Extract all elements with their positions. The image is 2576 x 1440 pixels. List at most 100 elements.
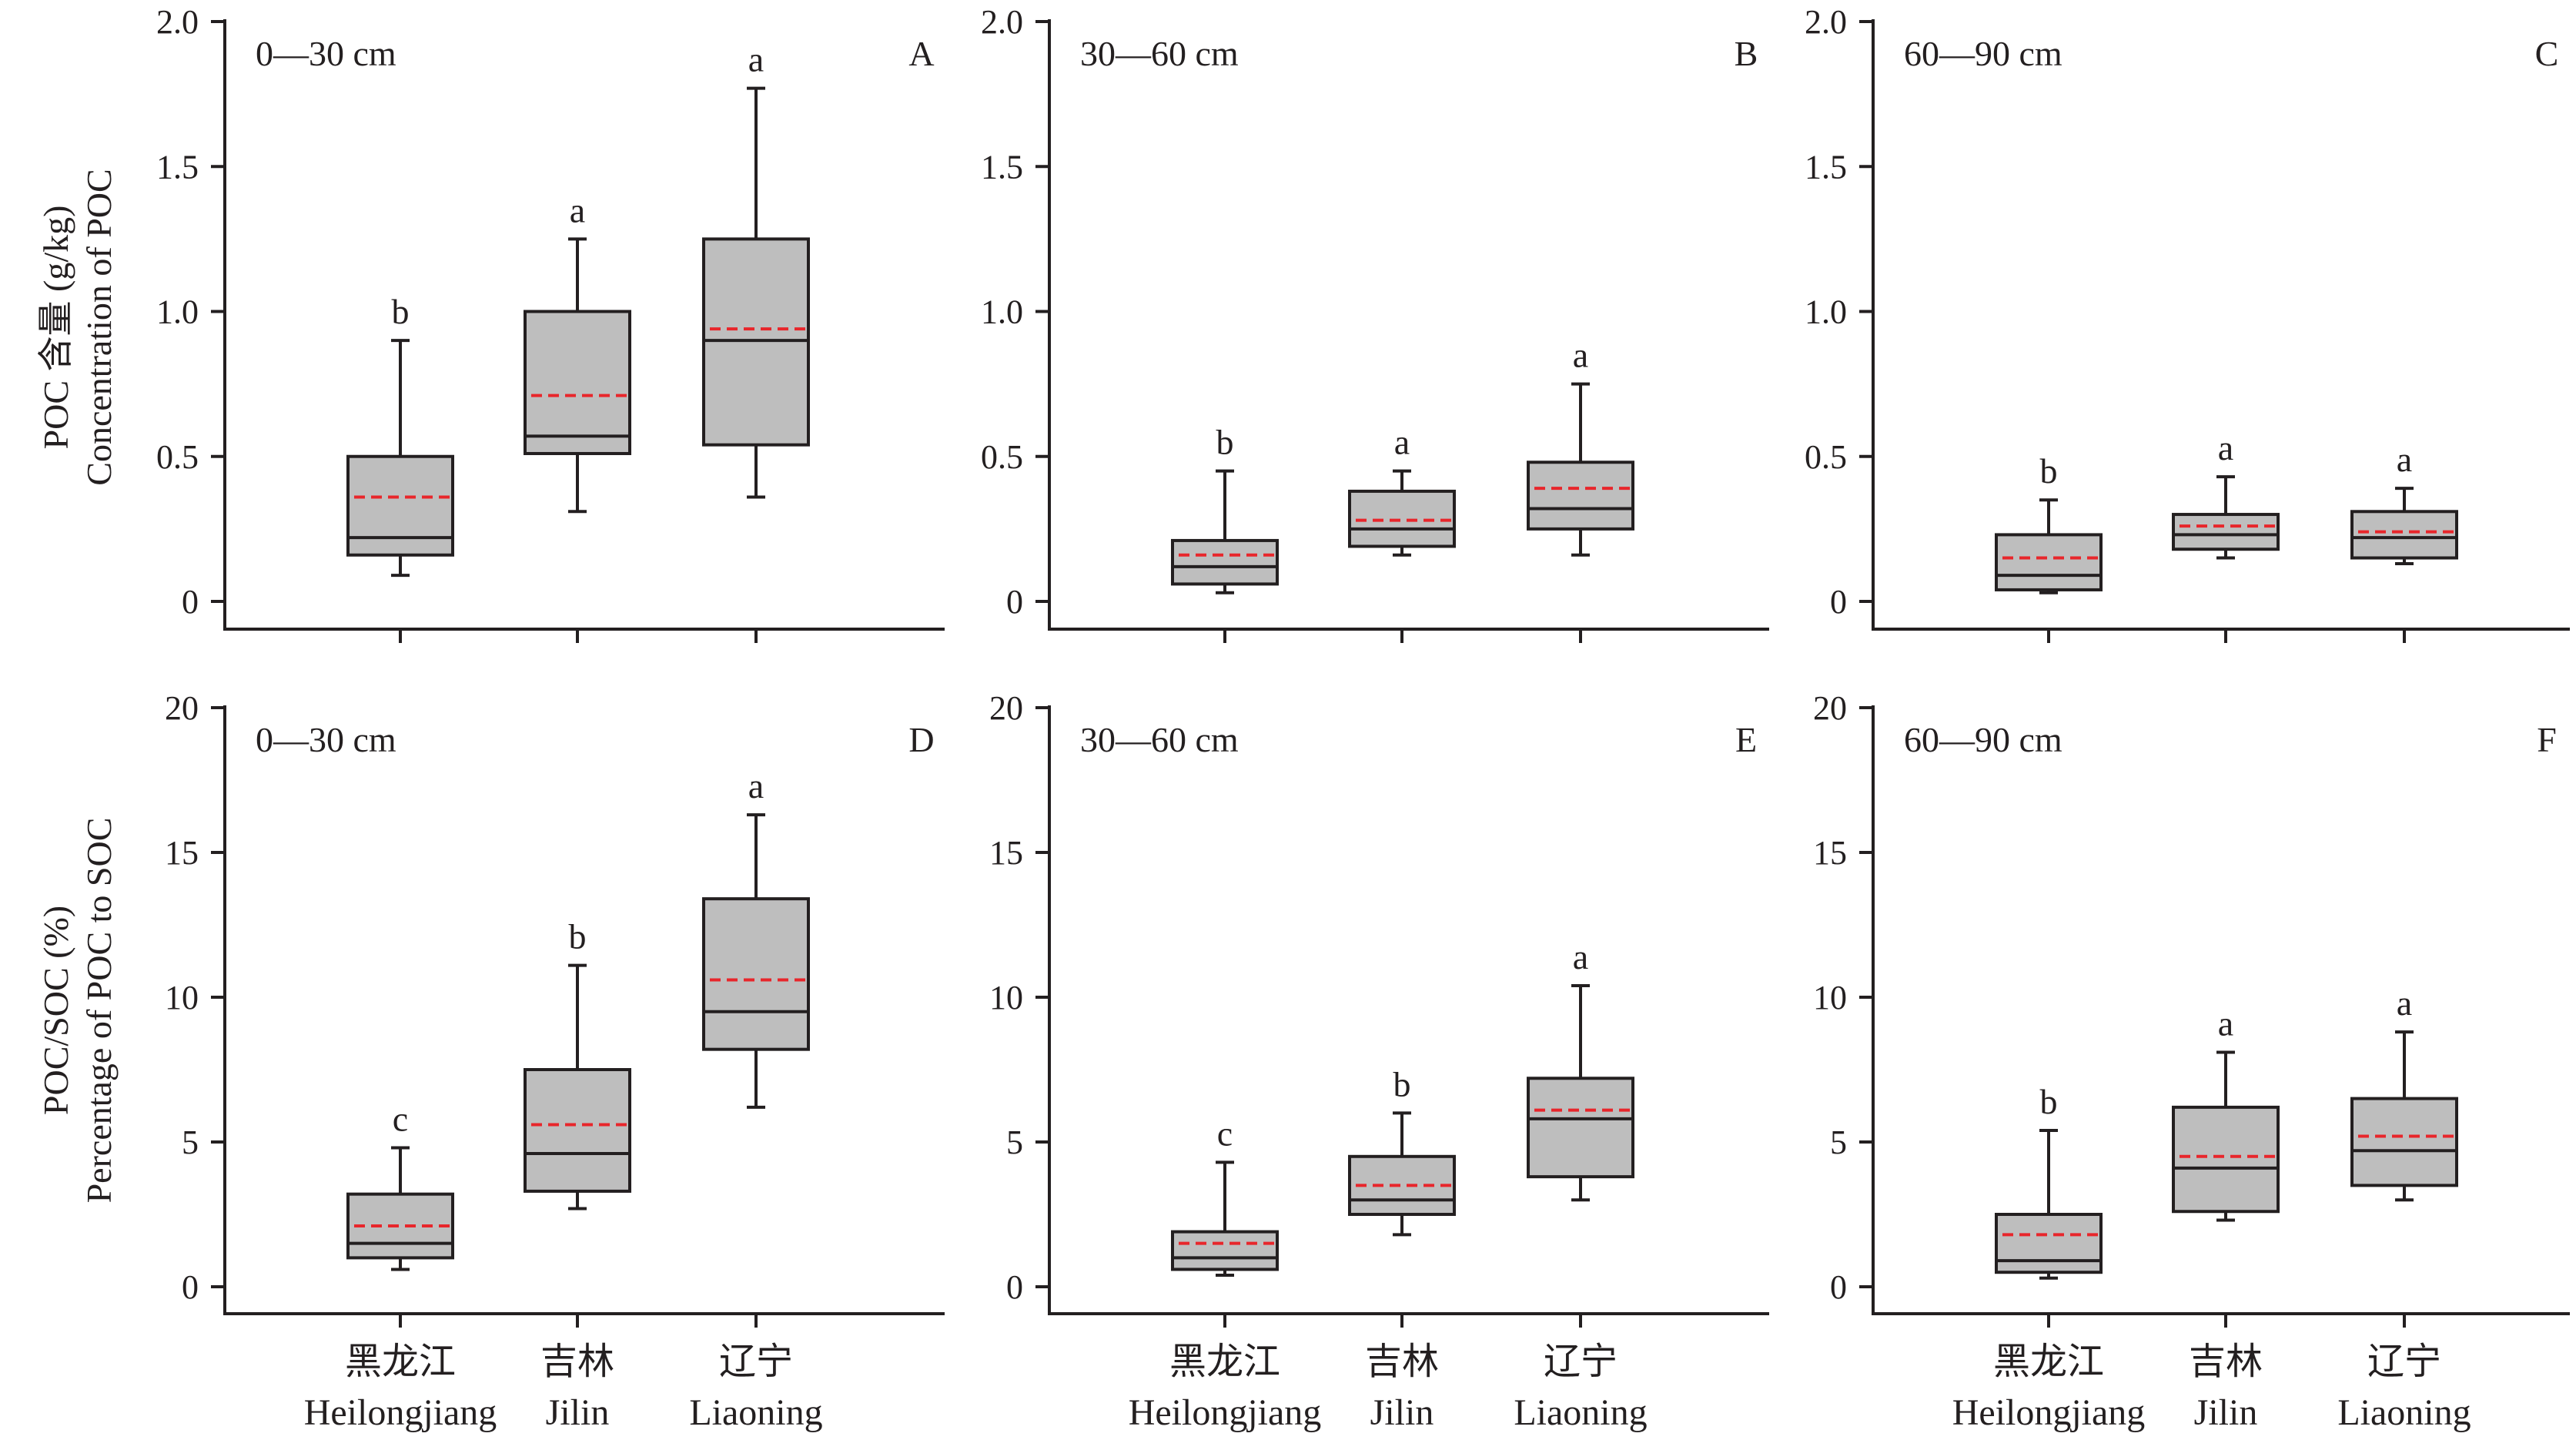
- box-body: [2172, 1105, 2280, 1214]
- box-heilongjiang: c: [1171, 1113, 1279, 1277]
- box-jilin: a: [2172, 428, 2280, 560]
- y-tick-label: 0: [1006, 1268, 1023, 1306]
- box-heilongjiang: b: [1995, 1082, 2103, 1280]
- category-label-cn: 辽宁: [1544, 1341, 1618, 1382]
- y-tick-label: 10: [165, 979, 199, 1016]
- box-liaoning: a: [702, 766, 810, 1109]
- panel-letter: F: [2537, 720, 2557, 759]
- significance-letter: a: [748, 40, 764, 79]
- y-tick-label: 0: [1006, 583, 1023, 621]
- category-label-en: Heilongjiang: [1952, 1392, 2146, 1433]
- panel-c: 0 0.5 1.0 1.5 2.0 60—90 cm Cb a a: [1805, 3, 2570, 643]
- category-label-en: Jilin: [546, 1392, 610, 1433]
- box-jilin: a: [2172, 1003, 2280, 1222]
- significance-letter: b: [1393, 1064, 1411, 1103]
- depth-label: 30—60 cm: [1080, 720, 1239, 759]
- significance-letter: c: [1217, 1113, 1233, 1153]
- category-label-en: Heilongjiang: [1129, 1392, 1322, 1433]
- box-jilin: a: [1348, 423, 1456, 557]
- y-tick-label: 5: [1006, 1124, 1023, 1161]
- significance-letter: a: [570, 190, 585, 229]
- significance-letter: a: [1573, 336, 1588, 375]
- y-tick-label: 1.0: [981, 293, 1023, 331]
- y-tick-label: 2.0: [981, 3, 1023, 41]
- panel-a: 0 0.5 1.0 1.5 2.0 0—30 cm Ab a a: [156, 3, 945, 643]
- significance-letter: a: [748, 766, 764, 805]
- y-tick-label: 1.0: [1805, 293, 1847, 331]
- box-body: [2350, 510, 2458, 560]
- category-label-en: Jilin: [1370, 1392, 1434, 1433]
- box-body: [524, 1068, 631, 1193]
- y-tick-label: 1.5: [1805, 148, 1847, 186]
- significance-letter: c: [393, 1100, 408, 1139]
- category-labels-col-3: 黑龙江 Heilongjiang 吉林 Jilin 辽宁 Liaoning: [1952, 1341, 2471, 1433]
- significance-letter: a: [1573, 937, 1588, 976]
- box-liaoning: a: [702, 40, 810, 499]
- y-tick-label: 10: [989, 979, 1023, 1016]
- y-tick-label: 0.5: [981, 438, 1023, 476]
- panel-f: 0 5 10 15 20 60—90 cm Fb a a: [1813, 689, 2570, 1328]
- y-tick-label: 1.5: [156, 148, 199, 186]
- box-liaoning: a: [2350, 440, 2458, 566]
- y-tick-label: 5: [182, 1124, 199, 1161]
- significance-letter: a: [2218, 1003, 2233, 1043]
- panel-b: 0 0.5 1.0 1.5 2.0 30—60 cm Bb a a: [981, 3, 1769, 643]
- depth-label: 0—30 cm: [256, 720, 396, 759]
- box-body: [2350, 1097, 2458, 1187]
- box-heilongjiang: c: [346, 1100, 454, 1271]
- category-label-cn: 吉林: [2189, 1341, 2263, 1382]
- significance-letter: a: [2397, 440, 2412, 479]
- y-tick-label: 0.5: [1805, 438, 1847, 476]
- panel-e: 0 5 10 15 20 30—60 cm Ec b a: [989, 689, 1769, 1328]
- box-heilongjiang: b: [346, 292, 454, 578]
- panel-letter: E: [1735, 720, 1757, 759]
- y-tick-label: 20: [165, 689, 199, 727]
- y-tick-label: 10: [1813, 979, 1847, 1016]
- depth-label: 30—60 cm: [1080, 34, 1239, 73]
- y-tick-label: 1.5: [981, 148, 1023, 186]
- y-tick-label: 15: [165, 834, 199, 872]
- depth-label: 60—90 cm: [1904, 720, 2062, 759]
- y-tick-label: 15: [989, 834, 1023, 872]
- y-tick-label: 0: [182, 583, 199, 621]
- category-axis-labels: 黑龙江 Heilongjiang 吉林 Jilin 辽宁 Liaoning 黑龙江 Heilo…: [304, 1341, 2471, 1433]
- y-tick-label: 5: [1830, 1124, 1847, 1161]
- box-body: [1527, 1077, 1634, 1179]
- significance-letter: b: [1216, 423, 1234, 462]
- box-liaoning: a: [2350, 983, 2458, 1202]
- y-tick-label: 0: [1830, 1268, 1847, 1306]
- y-tick-label: 20: [989, 689, 1023, 727]
- box-jilin: a: [524, 190, 631, 514]
- y-tick-label: 20: [1813, 689, 1847, 727]
- box-body: [702, 897, 810, 1051]
- depth-label: 60—90 cm: [1904, 34, 2062, 73]
- ylabel-top-cn: POC 含量 (g/kg): [36, 206, 75, 450]
- significance-letter: a: [2397, 983, 2412, 1023]
- y-tick-label: 0: [182, 1268, 199, 1306]
- box-liaoning: a: [1527, 336, 1634, 557]
- ylabel-bottom-cn: POC/SOC (%): [36, 906, 75, 1115]
- panel-letter: B: [1735, 34, 1758, 73]
- ylabel-bottom-en: Percentage of POC to SOC: [79, 818, 119, 1204]
- panel-letter: C: [2535, 34, 2559, 73]
- box-body: [1348, 1154, 1456, 1217]
- y-tick-label: 15: [1813, 834, 1847, 872]
- y-tick-label: 2.0: [1805, 3, 1847, 41]
- box-body: [1171, 1230, 1279, 1271]
- category-label-cn: 黑龙江: [1169, 1341, 1280, 1382]
- depth-label: 0—30 cm: [256, 34, 396, 73]
- category-label-en: Liaoning: [689, 1392, 822, 1433]
- category-label-en: Liaoning: [2337, 1392, 2471, 1433]
- category-label-cn: 辽宁: [719, 1341, 793, 1382]
- panel-letter: A: [908, 34, 934, 73]
- y-tick-label: 0: [1830, 583, 1847, 621]
- box-body: [346, 454, 454, 557]
- box-body: [1995, 1213, 2103, 1274]
- y-tick-label: 0.5: [156, 438, 199, 476]
- box-liaoning: a: [1527, 937, 1634, 1202]
- category-label-cn: 黑龙江: [1993, 1341, 2104, 1382]
- box-body: [1348, 489, 1456, 548]
- significance-letter: b: [2040, 451, 2058, 491]
- category-label-en: Jilin: [2194, 1392, 2258, 1433]
